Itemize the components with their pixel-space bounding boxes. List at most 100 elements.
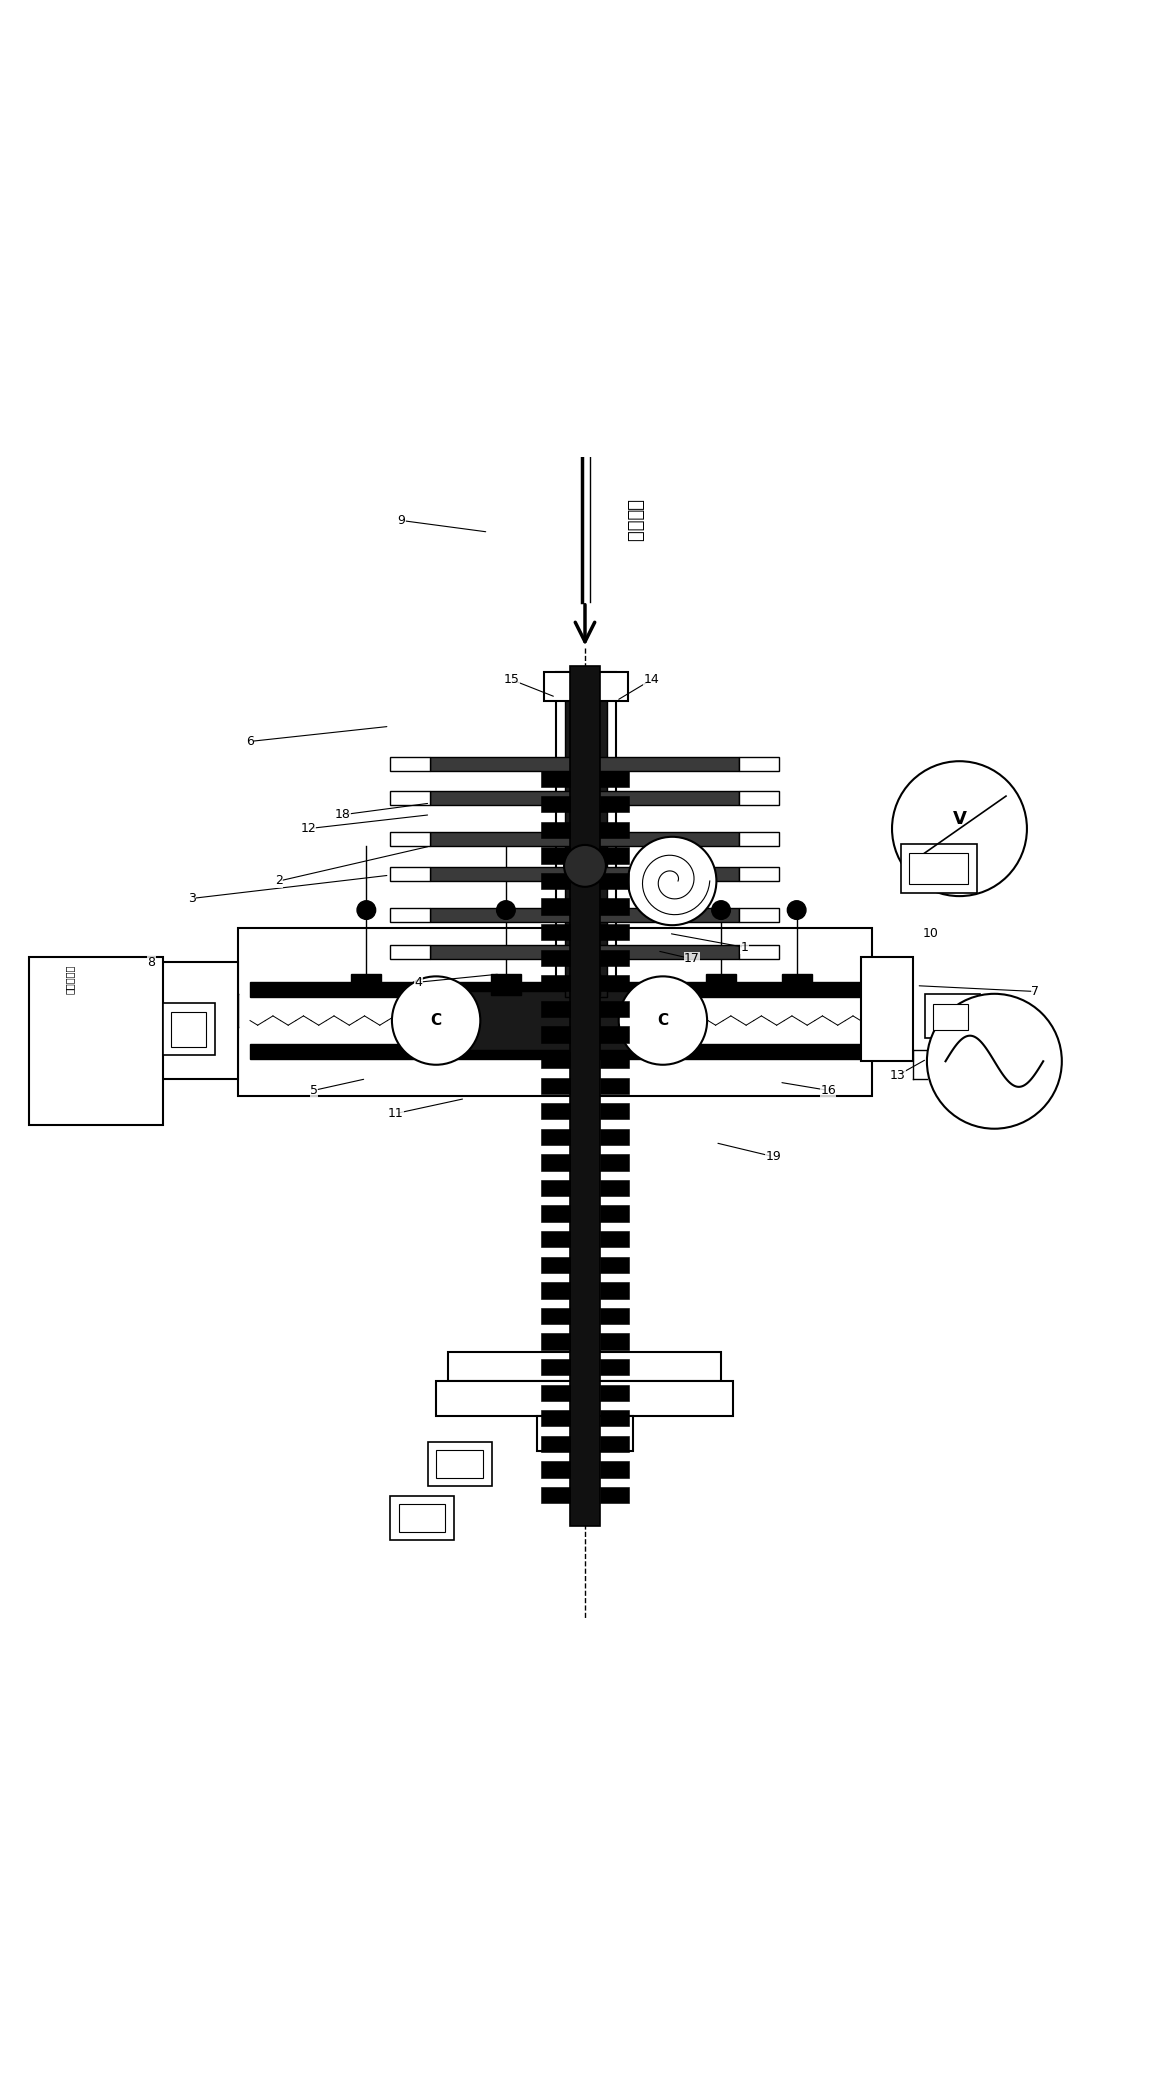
Bar [541, 1283, 570, 1298]
Bar [600, 1026, 629, 1042]
Bar [436, 1449, 483, 1478]
Bar [541, 949, 570, 965]
Bar [250, 1044, 861, 1059]
Text: 8: 8 [148, 955, 155, 969]
Text: C: C [657, 1013, 669, 1028]
Bar [541, 795, 570, 812]
Text: 19: 19 [765, 1150, 782, 1163]
Bar [861, 957, 913, 1061]
Text: 7: 7 [1032, 984, 1039, 999]
Bar [739, 756, 779, 770]
Bar [782, 974, 812, 994]
Text: 14: 14 [643, 673, 659, 687]
Text: 1: 1 [741, 940, 748, 953]
Text: 9: 9 [398, 515, 405, 527]
Bar [600, 899, 629, 916]
Bar [933, 1005, 968, 1030]
Bar [541, 1256, 570, 1273]
Bar [541, 976, 570, 992]
Bar [151, 963, 238, 1080]
Bar [541, 1206, 570, 1223]
Bar [491, 974, 521, 994]
Bar [600, 822, 629, 839]
Text: 10: 10 [922, 926, 939, 940]
Text: 2: 2 [276, 874, 283, 889]
Bar [541, 1001, 570, 1017]
Bar [541, 1385, 570, 1401]
Bar [541, 1308, 570, 1324]
Bar [600, 1077, 629, 1094]
Bar [541, 1437, 570, 1451]
Bar [541, 1154, 570, 1171]
Bar [390, 791, 430, 805]
Bar [541, 899, 570, 916]
Text: 15: 15 [504, 673, 520, 687]
Bar [541, 1129, 570, 1146]
Bar [541, 1179, 570, 1196]
Circle shape [564, 845, 606, 886]
Bar [448, 1351, 721, 1381]
Bar [600, 1360, 629, 1374]
Bar [565, 673, 607, 996]
Bar [390, 1497, 454, 1540]
Bar [428, 1441, 492, 1486]
Bar [541, 924, 570, 940]
Circle shape [392, 976, 480, 1065]
Bar [541, 847, 570, 864]
Bar [600, 1385, 629, 1401]
Bar [600, 1462, 629, 1478]
Bar [570, 974, 600, 994]
Bar [600, 1231, 629, 1248]
Bar [430, 832, 739, 847]
Text: C: C [430, 1013, 442, 1028]
Circle shape [576, 901, 594, 920]
Bar [430, 868, 739, 880]
Bar [909, 853, 968, 884]
Bar [739, 907, 779, 922]
Bar [390, 907, 430, 922]
Circle shape [357, 901, 376, 920]
Bar [390, 945, 430, 959]
Bar [171, 1013, 206, 1046]
Bar [739, 945, 779, 959]
Bar [541, 872, 570, 889]
Text: 16: 16 [820, 1084, 836, 1096]
Bar [600, 949, 629, 965]
Bar [600, 795, 629, 812]
Bar [600, 1179, 629, 1196]
Bar [600, 1308, 629, 1324]
Bar [390, 832, 430, 847]
Bar [390, 868, 430, 880]
Bar [541, 1231, 570, 1248]
Bar [250, 982, 861, 996]
Bar [544, 673, 628, 702]
Text: V: V [952, 810, 966, 828]
Bar [600, 1001, 629, 1017]
Bar [600, 1053, 629, 1069]
Bar [570, 666, 600, 1526]
Text: 18: 18 [335, 808, 351, 822]
Bar [163, 1003, 215, 1055]
Text: 12: 12 [300, 822, 316, 835]
Bar [739, 868, 779, 880]
Bar [600, 770, 629, 787]
Bar [430, 791, 739, 805]
Text: 3: 3 [188, 893, 195, 905]
Bar [706, 974, 736, 994]
Bar [29, 957, 163, 1125]
Text: 11: 11 [387, 1107, 404, 1121]
Circle shape [628, 837, 716, 926]
Text: 17: 17 [684, 953, 700, 965]
Bar [541, 1053, 570, 1069]
Circle shape [787, 901, 806, 920]
Bar [739, 832, 779, 847]
Bar [238, 928, 872, 1096]
Bar [541, 1360, 570, 1374]
Bar [600, 1437, 629, 1451]
Bar [541, 1333, 570, 1349]
Bar [600, 924, 629, 940]
Text: 5: 5 [311, 1084, 317, 1096]
Bar [600, 847, 629, 864]
Text: 数据采集器: 数据采集器 [64, 965, 74, 994]
Circle shape [619, 976, 707, 1065]
